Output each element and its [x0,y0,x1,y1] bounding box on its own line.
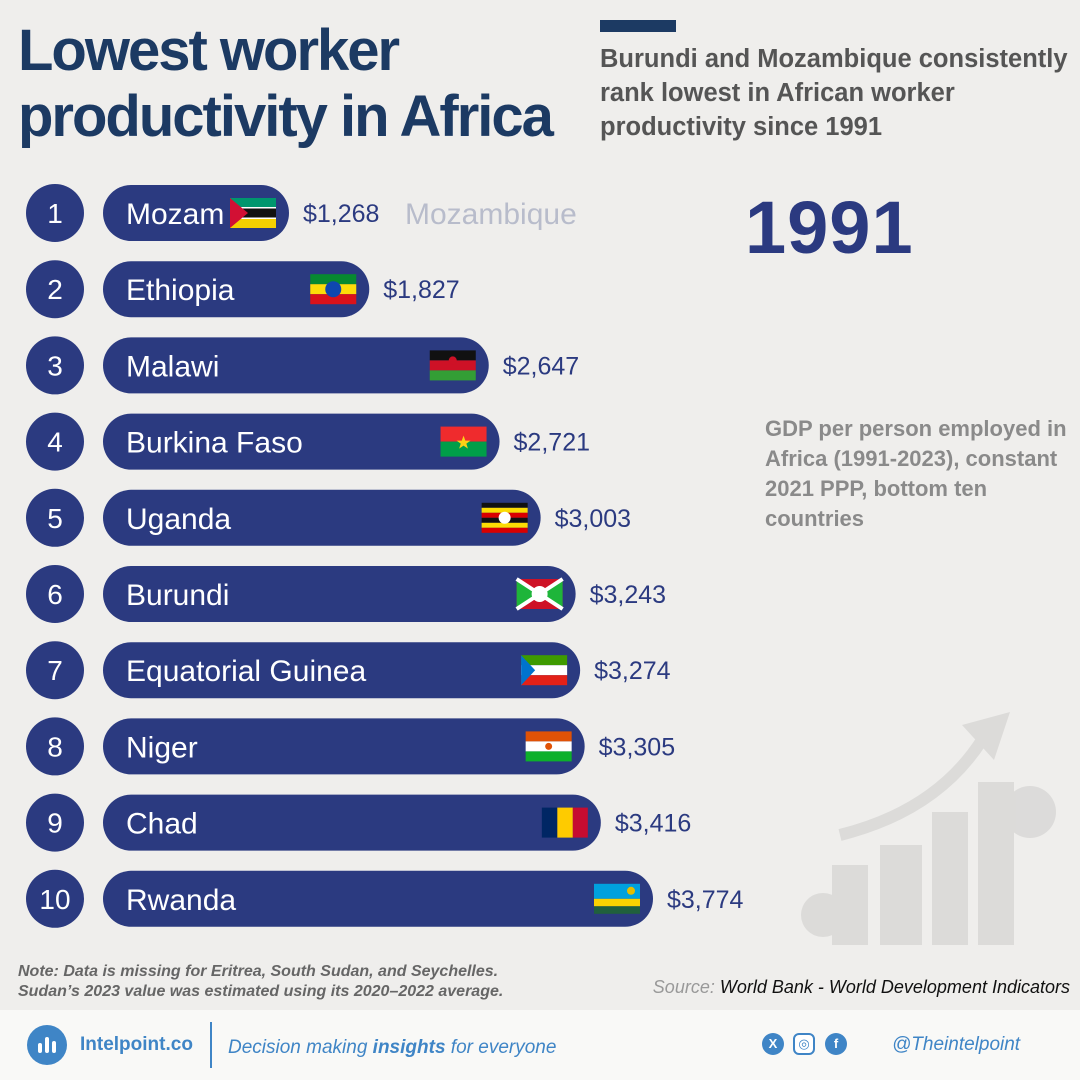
source-label: Source: [652,977,715,997]
rank-label: 5 [47,503,63,534]
subtitle: Burundi and Mozambique consistently rank… [600,45,1068,141]
value-label: $1,268 [303,200,379,228]
malawi-flag-icon [429,350,476,381]
bar [103,794,601,851]
rank-circle [26,641,84,700]
rank-label: 10 [39,884,70,915]
source-credit: Source: World Bank - World Development I… [653,977,1070,998]
country-label: Burkina Faso [126,427,303,460]
value-label: $2,721 [514,429,590,457]
bar [103,642,581,699]
burkina-faso-flag-icon [440,426,487,457]
tagline-pre: Decision making [228,1037,373,1058]
rank-circle [26,336,84,395]
rank-circle [26,260,84,319]
bar-row-ethiopia: 2 Ethiopia $1,827 [26,260,460,319]
country-label: Equatorial Guinea [126,655,366,688]
value-label: $2,647 [503,352,579,380]
rank-label: 2 [47,274,63,305]
equatorial-guinea-flag-icon [521,655,568,686]
value-label: $3,416 [615,810,691,838]
value-label: $3,274 [594,657,671,685]
bar [103,489,541,546]
value-label: $3,003 [555,505,631,533]
bar-row-equatorial-guinea: 7 Equatorial Guinea $3,274 [26,641,671,700]
year-label: 1991 [745,186,914,269]
footer: Intelpoint.co Decision making insights f… [0,1010,1080,1080]
bar-row-mozambique: 1 Mozam $1,268 Mozambique [26,184,577,242]
bar-row-chad: 9 Chad $3,416 [26,793,691,852]
footer-divider [210,1022,212,1068]
page-title-line-2: productivity in Africa [18,84,554,149]
bar [103,337,489,394]
rank-label: 1 [47,198,63,229]
rank-circle [26,488,84,547]
rank-circle [26,565,84,623]
rank-label: 9 [47,808,63,839]
bar-row-burundi: 6 Burundi $3,243 [26,565,666,623]
bar-row-niger: 8 Niger $3,305 [26,717,675,776]
footnote: Note: Data is missing for Eritrea, South… [18,962,618,1002]
title-block: Lowest worker productivity in Africa [18,18,588,150]
rank-circle [26,717,84,776]
footnote-line-2: Sudan’s 2023 value was estimated using i… [18,983,504,1000]
burundi-flag-icon [515,577,564,611]
bar [103,718,585,775]
country-label: Burundi [126,579,229,612]
rwanda-flag-icon [594,883,640,914]
chad-flag-icon [541,807,588,838]
page-title-line-1: Lowest worker [18,18,400,83]
country-label: Mozam [126,198,224,231]
bar-row-rwanda: 10 Rwanda $3,774 [26,869,744,928]
bar [103,566,576,622]
bar-chart-logo-icon[interactable] [27,1025,67,1065]
x-icon[interactable]: X [762,1033,784,1055]
country-label: Ethiopia [126,274,235,307]
mozambique-flag-icon [230,198,276,228]
bar [103,870,653,927]
rank-circle [26,793,84,852]
value-label: $1,827 [383,276,459,304]
rank-circle [26,869,84,928]
rank-circle [26,412,84,471]
brand-link[interactable]: Intelpoint.co [80,1034,193,1055]
footnote-line-1: Note: Data is missing for Eritrea, South… [18,963,499,980]
value-label: $3,243 [590,581,666,609]
niger-flag-icon [525,731,572,762]
bar [103,413,500,470]
facebook-icon[interactable]: f [825,1033,847,1055]
bar [103,261,370,318]
ethiopia-flag-icon [310,274,357,305]
social-handle[interactable]: @Theintelpoint [892,1034,1021,1055]
uganda-flag-icon [481,502,528,533]
rank-label: 4 [47,427,63,458]
bar-row-burkina-faso: 4 Burkina Faso $2,721 [26,412,590,471]
bar-chart: 1 Mozam $1,268 Mozambique 2 Ethiopia $1,827 3 Ma… [26,184,1056,945]
country-label: Chad [126,808,198,841]
rank-circle [26,184,84,242]
bar-row-uganda: 5 Uganda $3,003 [26,488,631,547]
value-label: $3,305 [599,733,675,761]
tagline-bold: insights [372,1037,446,1058]
ghost-country-label: Mozambique [405,198,577,231]
accent-bar [600,20,676,32]
rank-label: 3 [47,350,63,381]
rank-label: 8 [47,731,63,762]
country-label: Uganda [126,503,231,536]
chart-description: GDP per person employed in Africa (1991-… [765,416,1067,531]
rank-label: 7 [47,655,63,686]
growth-chart-decoration-icon [801,712,1056,945]
tagline: Decision making insights for everyone [228,1037,556,1059]
value-label: $3,774 [667,886,744,914]
rank-label: 6 [47,579,63,610]
tagline-post: for everyone [445,1037,557,1058]
country-label: Malawi [126,350,219,383]
country-label: Niger [126,731,198,764]
country-label: Rwanda [126,884,236,917]
instagram-icon[interactable]: ◎ [793,1033,815,1055]
source-text: World Bank - World Development Indicator… [719,977,1070,997]
bar-row-malawi: 3 Malawi $2,647 [26,336,579,395]
